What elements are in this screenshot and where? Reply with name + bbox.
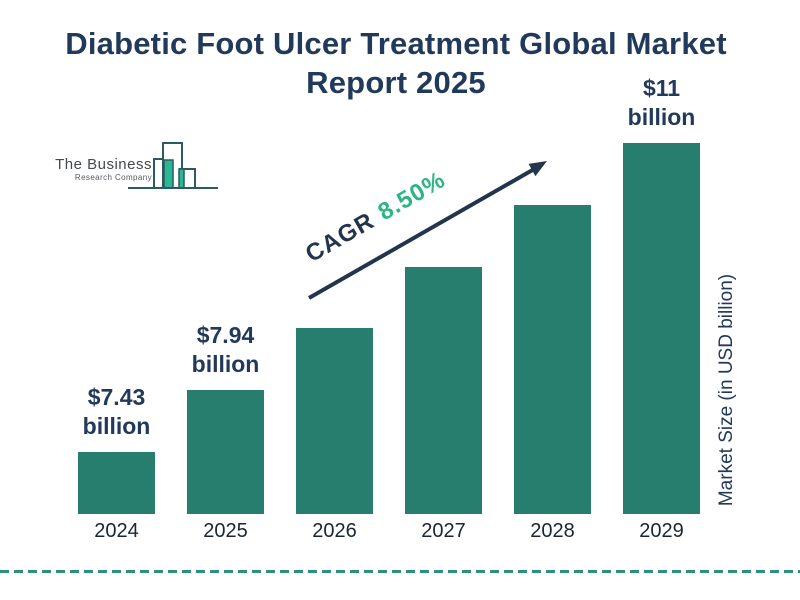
bar-column xyxy=(296,0,373,514)
bar-column xyxy=(405,0,482,514)
bar-2028 xyxy=(514,205,591,514)
x-axis-label-2026: 2026 xyxy=(312,520,357,542)
bar-column: $11 billion xyxy=(623,0,700,514)
x-axis-label-2029: 2029 xyxy=(639,520,684,542)
x-axis-label-2024: 2024 xyxy=(94,520,139,542)
bar-value-label: $7.43 billion xyxy=(82,384,151,439)
bar-chart: $7.43 billion $7.94 billion $11 billion xyxy=(78,0,700,514)
x-axis-label-2028: 2028 xyxy=(530,520,575,542)
brand-logo-text: The Business Research Company xyxy=(38,156,152,182)
chart-title: Diabetic Foot Ulcer Treatment Global Mar… xyxy=(0,24,792,102)
x-axis-label-2027: 2027 xyxy=(421,520,466,542)
bottom-dashed-divider xyxy=(0,570,800,573)
bar-column: $7.43 billion xyxy=(78,0,155,514)
bar-2025 xyxy=(187,390,264,514)
bar-2029 xyxy=(623,143,700,514)
x-axis-label-2025: 2025 xyxy=(203,520,248,542)
bar-value-label: $7.94 billion xyxy=(191,322,260,377)
bar-2024 xyxy=(78,452,155,514)
y-axis-label: Market Size (in USD billion) xyxy=(716,273,737,507)
bar-column xyxy=(514,0,591,514)
bar-2026 xyxy=(296,328,373,514)
logo-company-name: The Business xyxy=(55,156,152,173)
bar-column: $7.94 billion xyxy=(187,0,264,514)
bar-value-label: $11 billion xyxy=(627,75,696,130)
chart-title-line2: Report 2025 xyxy=(306,65,486,100)
x-axis-labels: 2024 2025 2026 2027 2028 2029 xyxy=(78,520,700,543)
bar-2027 xyxy=(405,267,482,514)
logo-bar-chart-icon xyxy=(128,142,218,189)
chart-title-line1: Diabetic Foot Ulcer Treatment Global Mar… xyxy=(65,26,727,61)
logo-company-subtitle: Research Company xyxy=(74,173,152,182)
